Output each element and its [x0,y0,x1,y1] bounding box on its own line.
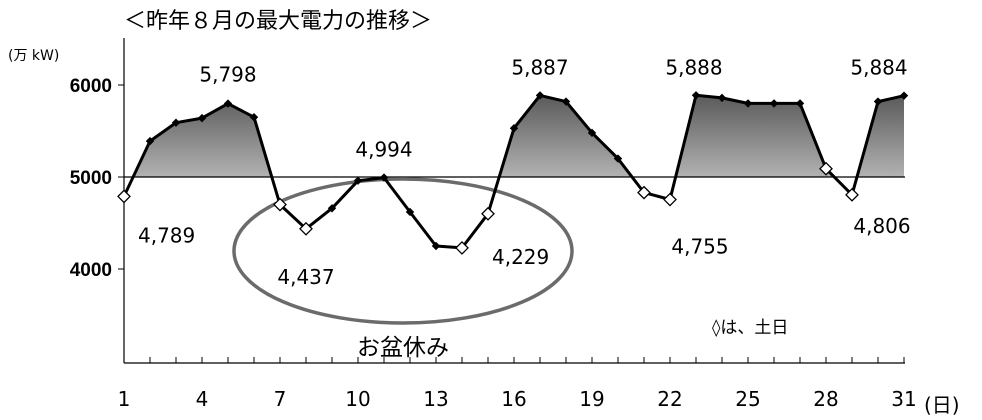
marker-layer [117,91,909,255]
data-point [769,99,779,108]
data-point [171,118,181,127]
data-point [327,204,337,213]
data-label: 4,806 [853,214,910,238]
x-tick-label: 28 [813,387,838,411]
axes [118,38,905,364]
data-point [899,91,909,100]
data-point [145,136,155,146]
weekend-marker [455,241,469,255]
data-point [613,154,623,163]
data-label: 5,888 [665,55,722,79]
data-label: 5,887 [511,55,568,79]
weekend-marker [273,197,287,212]
data-point [535,91,545,100]
obon-ellipse [232,177,574,325]
weekend-legend: ◊は、土日 [712,318,788,338]
data-point [379,173,389,182]
x-tick-label: 25 [735,387,760,411]
data-point [561,97,571,106]
obon-ellipse-layer [232,177,574,325]
data-point [873,97,883,106]
data-point [509,124,519,133]
data-label: 5,798 [199,63,256,87]
x-tick-label: 22 [657,387,682,411]
data-point [223,99,233,108]
x-tick-label: 10 [345,387,370,411]
x-tick-label: 13 [423,387,448,411]
data-point [743,99,753,108]
x-tick-label: 1 [118,387,131,411]
data-label: 5,884 [850,56,907,80]
tick-labels: 4000 5000 6000 1 4 7 10 13 16 19 22 25 28 31 [70,76,917,411]
y-tick-label: 4000 [70,260,112,281]
data-label: 4,437 [277,265,334,289]
data-label: 4,789 [138,223,195,247]
weekend-marker [637,185,651,200]
data-point [691,91,701,100]
weekend-marker [299,221,313,236]
data-point [353,176,363,185]
weekend-marker [819,161,833,176]
area-above-baseline [124,95,904,177]
x-tick-label: 4 [196,387,209,411]
obon-note: お盆休み [357,335,449,361]
weekend-marker [117,189,131,204]
data-point [795,99,805,108]
weekend-marker [481,206,495,221]
weekend-marker [663,192,677,207]
data-point [197,113,207,123]
data-point [249,112,259,122]
data-point [431,241,441,251]
x-axis-unit: (日) [924,393,960,417]
data-label: 4,994 [355,138,412,162]
y-tick-label: 5000 [70,168,112,189]
weekend-marker [845,187,859,202]
data-label: 4,755 [671,235,728,259]
area-fill-layer [124,95,904,177]
data-labels: 4,789 5,798 4,437 4,994 4,229 5,887 4,755 5,888… [138,55,911,288]
data-point [717,93,727,103]
chart-title: ＜昨年８月の最大電力の推移＞ [124,9,432,34]
y-tick-label: 6000 [70,76,112,97]
y-axis-unit: (万 kW) [8,48,59,64]
x-tick-label: 16 [501,387,526,411]
x-tick-label: 7 [274,387,287,411]
x-tick-label: 31 [891,387,916,411]
data-point [405,207,415,217]
data-point [587,128,597,138]
data-label: 4,229 [492,245,549,269]
x-tick-label: 19 [579,387,604,411]
